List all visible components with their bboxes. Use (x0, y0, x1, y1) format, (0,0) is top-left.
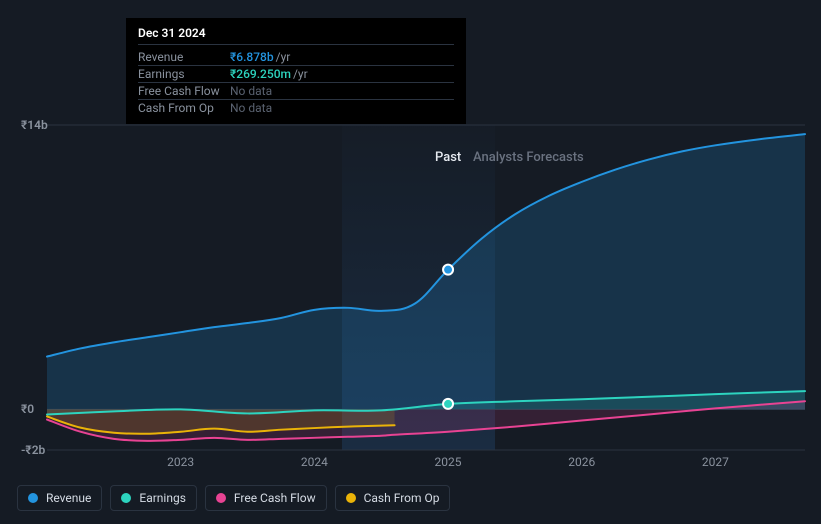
legend-item-label: Revenue (46, 491, 91, 505)
tooltip-row-value: No data (230, 101, 272, 115)
legend-item-cfo[interactable]: Cash From Op (335, 485, 451, 511)
tooltip-row-unit: /yr (293, 67, 308, 81)
tooltip-row: Revenue₹6.878b /yr (138, 49, 454, 66)
x-axis-tick-label: 2027 (702, 455, 729, 469)
tooltip-row-value: ₹269.250m (230, 67, 291, 81)
legend-item-label: Earnings (139, 491, 186, 505)
tooltip-row-unit: /yr (276, 50, 291, 64)
tooltip-row-value: ₹6.878b (230, 50, 274, 64)
legend-item-label: Cash From Op (364, 491, 440, 505)
tooltip-row: Earnings₹269.250m /yr (138, 66, 454, 83)
x-axis-tick-label: 2026 (568, 455, 595, 469)
region-label-future: Analysts Forecasts (473, 150, 584, 165)
chart-legend: Revenue Earnings Free Cash Flow Cash From O… (17, 485, 450, 511)
tooltip-title: Dec 31 2024 (138, 26, 454, 45)
legend-item-earnings[interactable]: Earnings (110, 485, 197, 511)
legend-swatch-icon (216, 493, 226, 503)
y-axis-tick-label: ₹0 (21, 402, 34, 416)
tooltip-row-label: Free Cash Flow (138, 84, 230, 98)
tooltip-row: Free Cash FlowNo data (138, 83, 454, 100)
x-axis-tick-label: 2025 (435, 455, 462, 469)
tooltip-row-label: Revenue (138, 50, 230, 64)
x-axis-tick-label: 2023 (167, 455, 194, 469)
legend-item-fcf[interactable]: Free Cash Flow (205, 485, 327, 511)
tooltip-row-label: Cash From Op (138, 101, 230, 115)
legend-item-label: Free Cash Flow (234, 491, 316, 505)
tooltip-row: Cash From OpNo data (138, 100, 454, 116)
financials-line-chart[interactable] (17, 120, 805, 450)
legend-swatch-icon (121, 493, 131, 503)
y-axis-tick-label: -₹2b (21, 443, 45, 457)
x-axis-tick-label: 2024 (301, 455, 328, 469)
y-axis-tick-label: ₹14b (21, 118, 48, 132)
tooltip-row-label: Earnings (138, 67, 230, 81)
legend-item-revenue[interactable]: Revenue (17, 485, 102, 511)
region-label-past: Past (435, 150, 461, 165)
legend-swatch-icon (28, 493, 38, 503)
chart-tooltip: Dec 31 2024 Revenue₹6.878b /yrEarnings₹2… (126, 18, 466, 124)
chart-container: Past Analysts Forecasts ₹14b ₹0 -₹2b 2023 2… (17, 120, 805, 470)
tooltip-row-value: No data (230, 84, 272, 98)
legend-swatch-icon (346, 493, 356, 503)
